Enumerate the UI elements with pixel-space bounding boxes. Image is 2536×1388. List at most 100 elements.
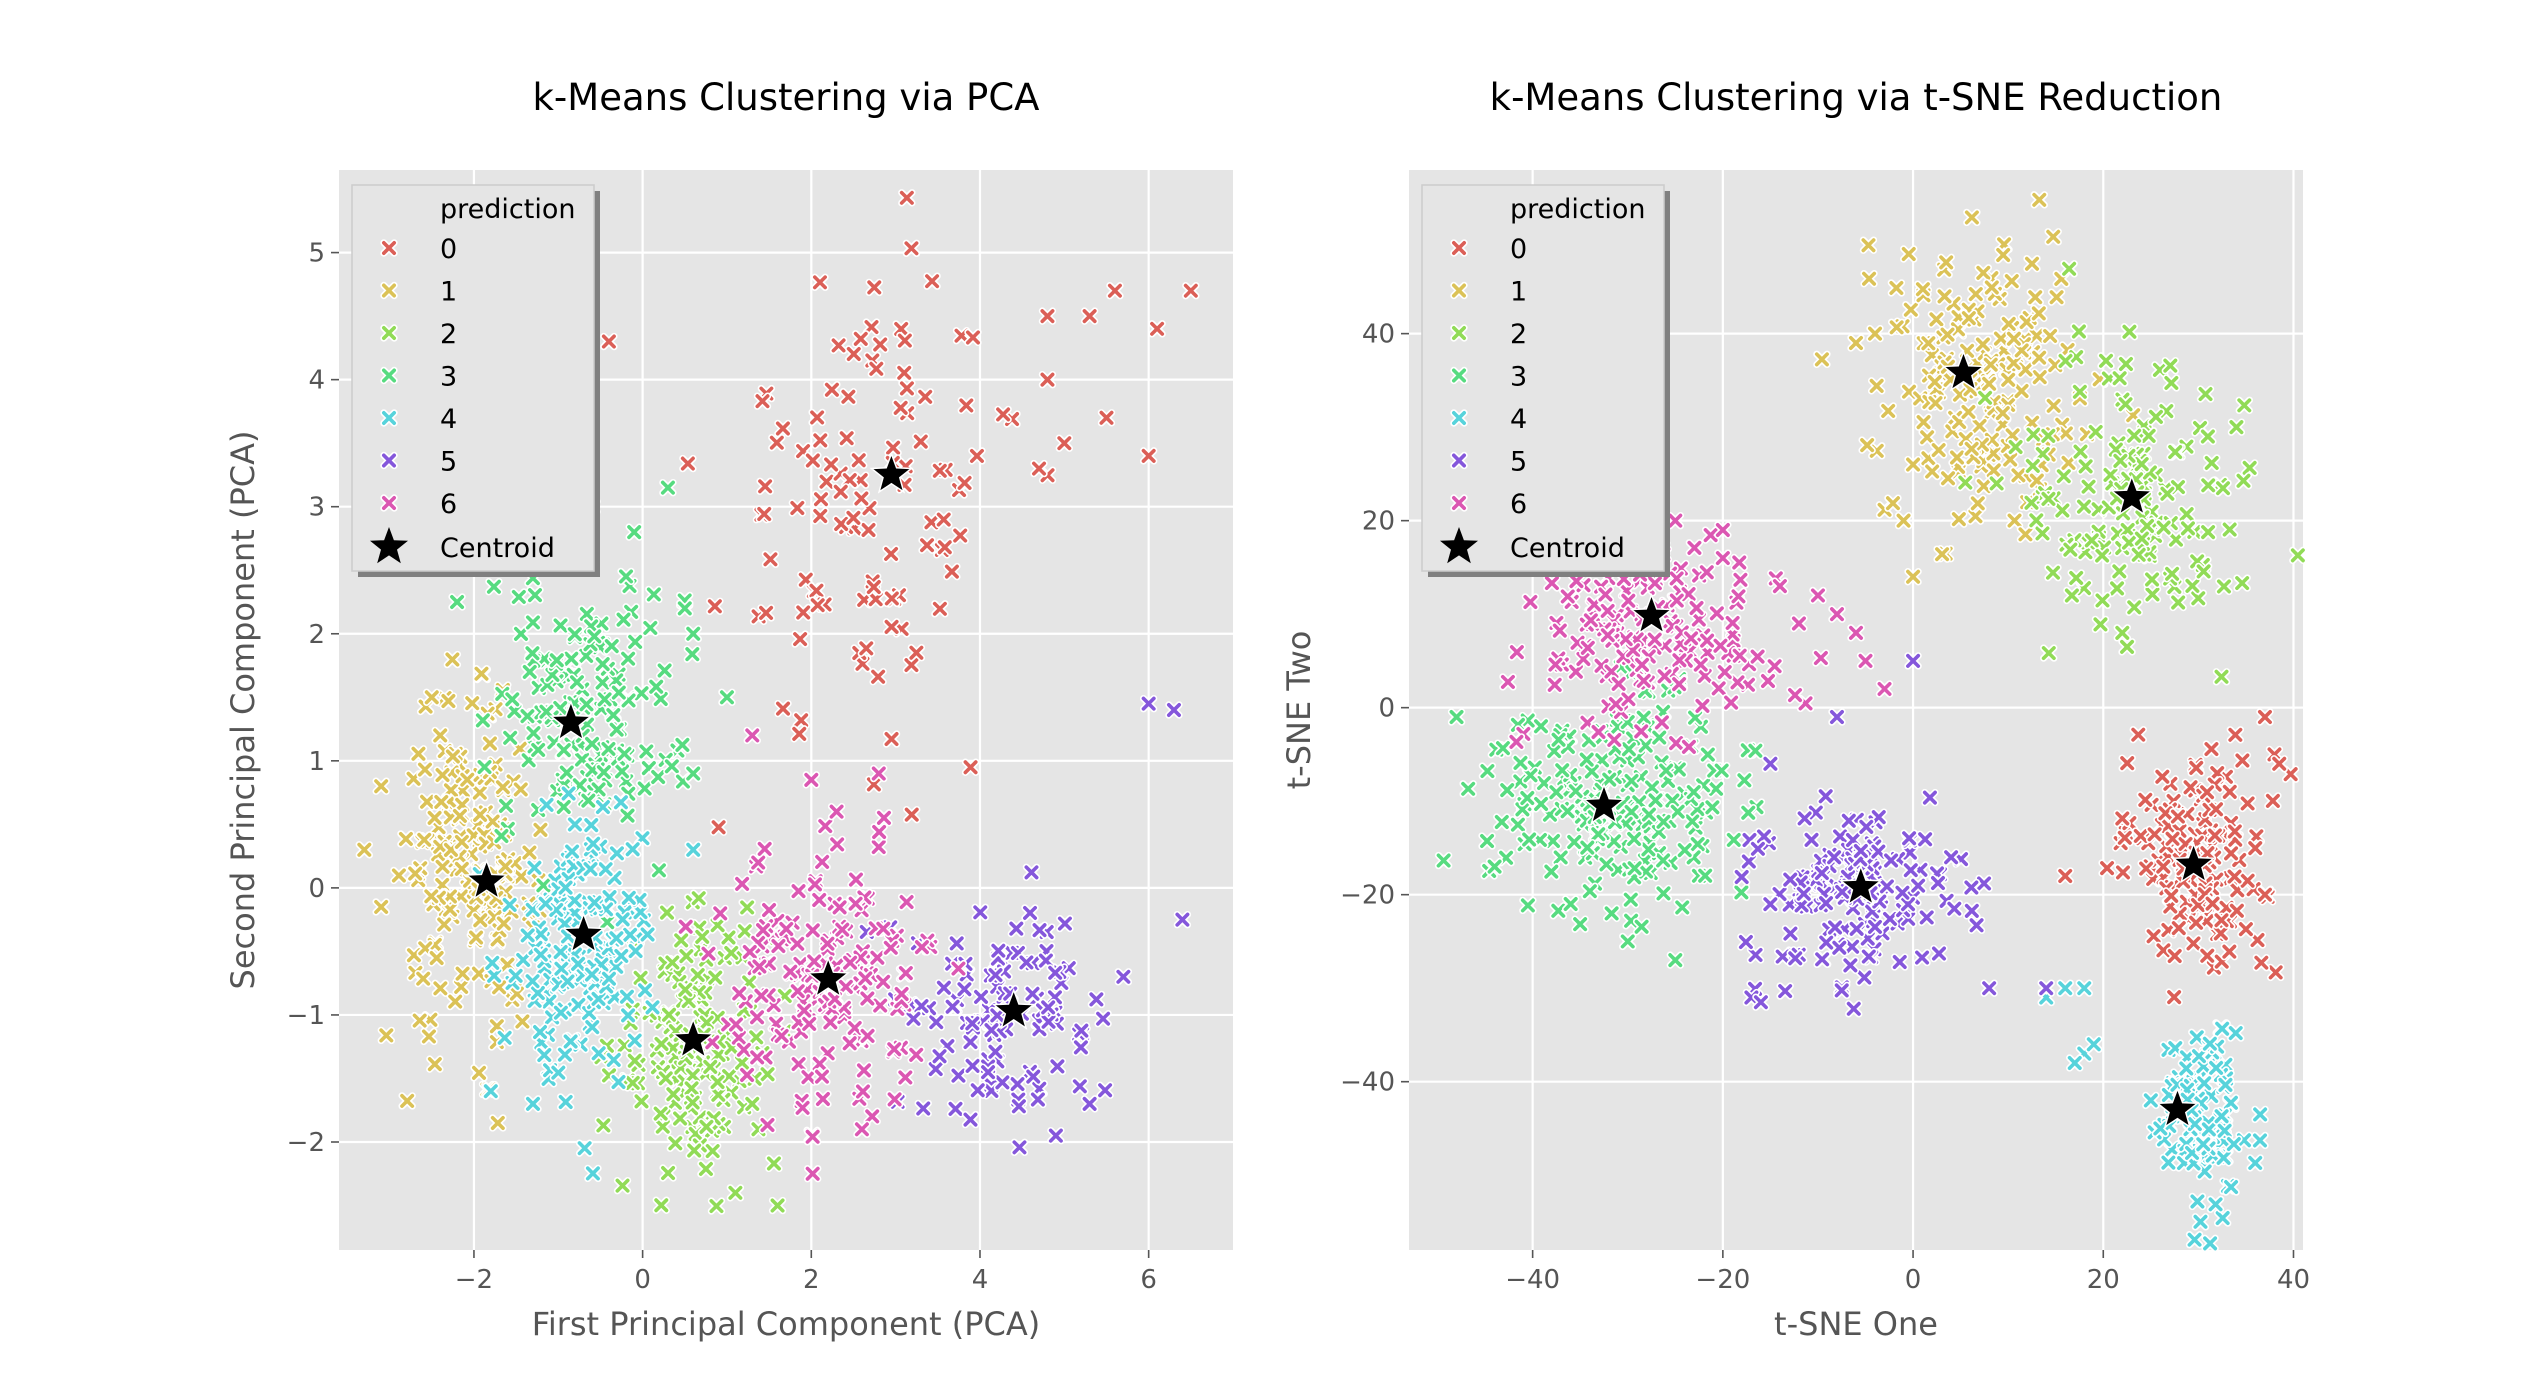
tsne-point-cluster-5 [1841,956,1860,975]
tsne-point-cluster-6 [1731,647,1749,665]
pca-point-cluster-5 [912,997,931,1015]
pca-point-cluster-5 [1039,1013,1058,1031]
pca-point-cluster-1 [372,898,390,916]
tsne-point-cluster-4 [2222,1094,2240,1112]
tsne-point-cluster-1 [1937,253,1955,272]
tsne-point-cluster-3 [1545,742,1563,760]
pca-point-cluster-2 [722,944,740,962]
pca-point-cluster-6 [750,957,769,976]
pca-point-cluster-4 [605,1051,623,1069]
pca-point-cluster-4 [589,1044,608,1062]
pca-point-cluster-5 [949,1066,968,1085]
pca-point-cluster-4 [583,965,601,984]
pca-point-cluster-0 [902,656,921,674]
pca-point-cluster-2 [666,1134,685,1152]
pca-point-cluster-4 [559,784,578,803]
tsne-point-cluster-4 [2213,1209,2232,1227]
tsne-point-cluster-5 [1891,953,1909,971]
tsne-point-cluster-5 [1749,840,1767,858]
pca-point-cluster-0 [882,545,900,563]
tsne-point-cluster-2 [2234,472,2253,490]
pca-point-cluster-2 [684,1066,702,1085]
tsne-point-cluster-2 [2061,540,2080,559]
tsne-point-cluster-6 [1693,697,1712,715]
tsne-centroid-4 [2155,1086,2200,1129]
tsne-point-cluster-6 [1568,634,1587,652]
tsne-point-cluster-0 [2248,931,2267,949]
tsne-point-cluster-4 [2159,1153,2178,1172]
tsne-point-cluster-6 [1667,569,1686,588]
tsne-point-cluster-5 [1899,895,1917,913]
pca-point-cluster-2 [747,1028,765,1046]
tsne-point-cluster-5 [1980,979,1998,997]
pca-point-cluster-6 [814,1090,832,1108]
pca-point-cluster-4 [531,1023,549,1041]
tsne-point-cluster-3 [1521,766,1540,784]
pca-point-cluster-2 [652,1035,671,1053]
pca-point-cluster-1 [520,843,539,862]
tsne-point-cluster-2 [2169,478,2187,496]
tsne-point-cluster-6 [1499,673,1517,691]
tsne-point-cluster-2 [2071,383,2089,401]
pca-point-cluster-4 [589,990,608,1008]
tsne-legend-items: 0 1 2 3 4 5 6 [1440,234,1527,564]
pca-point-cluster-0 [817,473,836,491]
tsne-point-cluster-5 [1847,920,1866,938]
tsne-point-cluster-3 [1547,783,1566,801]
pca-point-cluster-1 [496,857,515,876]
pca-point-cluster-3 [578,605,596,623]
pca-point-cluster-2 [672,931,690,950]
pca-point-cluster-1 [431,979,450,998]
tsne-point-cluster-5 [1786,949,1804,967]
pca-point-cluster-5 [935,979,953,997]
pca-point-cluster-6 [749,853,767,872]
pca-point-cluster-1 [458,770,476,789]
tsne-point-cluster-1 [2009,466,2028,485]
pca-point-cluster-6 [896,1068,915,1087]
tsne-point-cluster-6 [1786,686,1804,704]
tsne-point-cluster-5 [1817,787,1835,805]
pca-point-cluster-2 [682,1079,701,1098]
pca-point-cluster-1 [420,1027,438,1046]
pca-point-cluster-4 [524,1095,542,1113]
pca-point-cluster-6 [803,1128,822,1146]
tsne-point-cluster-6 [1692,655,1710,674]
pca-point-cluster-6 [846,894,865,913]
tsne-point-cluster-6 [1722,693,1740,712]
pca-point-cluster-0 [892,320,910,338]
tsne-point-cluster-6 [1809,586,1827,605]
tsne-point-cluster-6 [1599,626,1617,644]
tsne-point-cluster-3 [1602,904,1621,923]
pca-point-cluster-1 [410,1011,429,1030]
pca-point-cluster-1 [470,1064,488,1082]
pca-point-cluster-1 [483,812,502,831]
tsne-x-axis-label: t-SNE One [1774,1305,1938,1343]
pca-point-cluster-2 [660,1006,678,1024]
tsne-centroid-3 [1581,782,1626,825]
tsne-point-cluster-3 [1663,791,1682,810]
pca-point-cluster-2 [720,1067,738,1085]
pca-point-cluster-6 [777,920,795,938]
pca-point-cluster-6 [870,764,888,783]
pca-point-cluster-2 [663,953,682,972]
pca-point-cluster-3 [521,663,539,681]
tsne-point-cluster-0 [2256,708,2274,726]
pca-point-cluster-6 [727,1015,745,1034]
tsne-point-cluster-5 [1929,874,1947,892]
tsne-point-cluster-5 [1913,948,1931,967]
pca-point-cluster-4 [594,798,612,816]
tsne-point-cluster-2 [2215,577,2233,596]
tsne-point-cluster-1 [2059,454,2078,472]
pca-point-cluster-4 [552,959,571,978]
pca-point-cluster-6 [818,1044,837,1062]
tsne-point-cluster-1 [2001,450,2019,469]
pca-point-cluster-1 [444,747,462,766]
pca-point-cluster-2 [703,1142,722,1160]
pca-x-tick-label: −2 [455,1265,493,1295]
tsne-point-cluster-4 [2215,1122,2234,1140]
pca-point-cluster-5 [1023,985,1042,1003]
tsne-point-cluster-6 [1875,680,1894,698]
tsne-point-cluster-5 [1807,803,1825,822]
pca-point-cluster-0 [922,513,941,531]
tsne-point-cluster-6 [1711,637,1730,655]
